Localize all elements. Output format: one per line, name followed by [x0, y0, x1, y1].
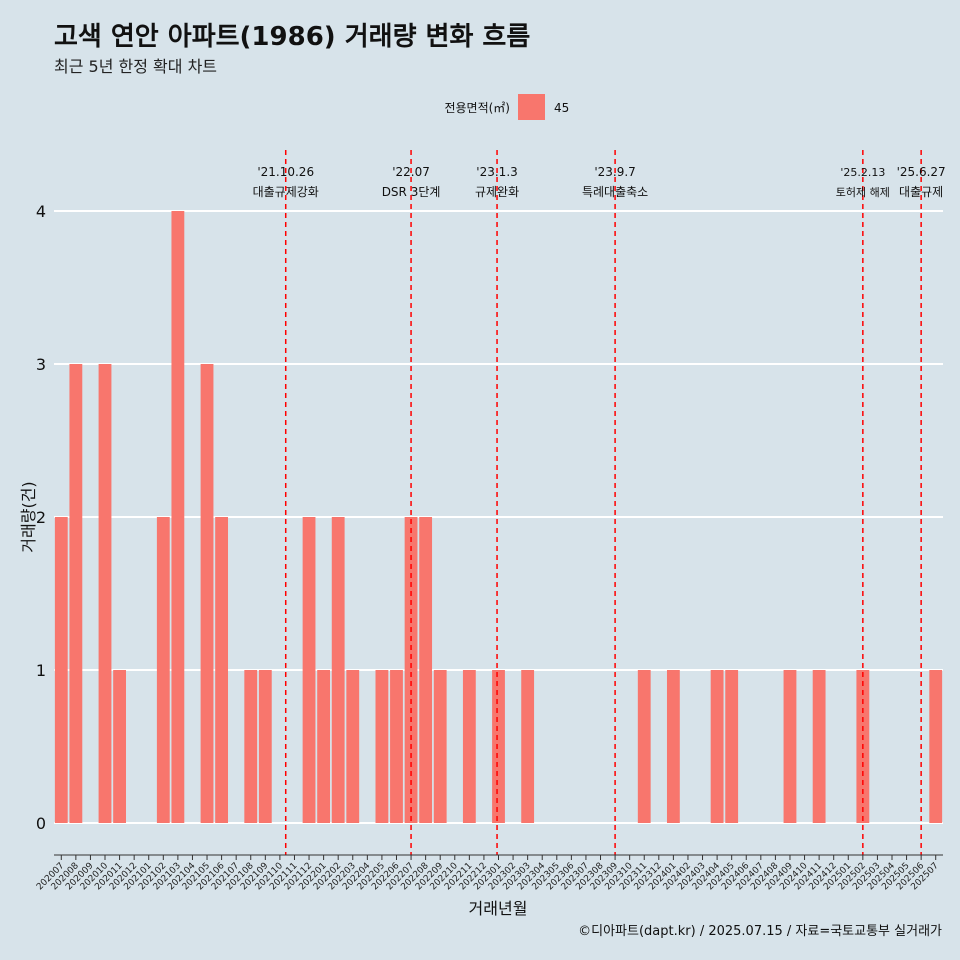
bar-202103 [171, 211, 185, 823]
bar-202301 [492, 670, 505, 823]
bar-202209 [433, 670, 447, 823]
chart-title: 고색 연안 아파트(1986) 거래량 변화 흐름 [54, 22, 531, 52]
bar-202109 [258, 670, 272, 823]
bar-202207 [404, 517, 418, 823]
bar-202311 [637, 670, 651, 823]
bar-202411 [812, 670, 826, 823]
legend-key [518, 94, 545, 120]
bars [54, 211, 943, 823]
bar-202008 [69, 364, 83, 823]
y-tick-label: 0 [36, 814, 46, 833]
event-date: '23.9.7 [594, 165, 635, 179]
event-label: 대출규제 [899, 185, 943, 199]
bar-202108 [244, 670, 258, 823]
bar-202105 [200, 364, 214, 823]
event-label: 규제완화 [475, 185, 519, 199]
bar-202201 [317, 670, 331, 823]
bar-202010 [98, 364, 112, 823]
event-label: 토허제 해제 [836, 185, 890, 199]
x-axis-title: 거래년월 [469, 899, 528, 918]
y-tick-label: 3 [36, 355, 46, 374]
bar-202507 [929, 670, 943, 823]
bar-202203 [346, 670, 360, 823]
bar-202401 [666, 670, 680, 823]
event-markers: '21.10.26 대출규제강화 '22.07 DSR 3단계 '23.1.3 규제완화 '… [253, 150, 946, 855]
bar-202102 [156, 517, 170, 823]
bar-202303 [521, 670, 535, 823]
y-axis-title: 거래량(건) [19, 481, 38, 552]
event-label: DSR 3단계 [382, 185, 441, 199]
y-tick-label: 1 [36, 661, 46, 680]
bar-202405 [725, 670, 739, 823]
y-tick-label: 4 [36, 202, 46, 221]
event-date: '25.6.27 [897, 165, 946, 179]
legend-item-label: 45 [554, 101, 569, 115]
legend: 전용면적(㎡) 45 [444, 94, 569, 120]
event-date: '25.2.13 [840, 166, 885, 179]
event-label: 대출규제강화 [253, 185, 319, 199]
y-tick-label: 2 [36, 508, 46, 527]
event-date: '21.10.26 [257, 165, 314, 179]
axes: 2020072020082020092020102020112020122021… [35, 854, 943, 892]
bar-202106 [215, 517, 229, 823]
event-date: '22.07 [392, 165, 430, 179]
bar-202205 [375, 670, 389, 823]
event-date: '23.1.3 [476, 165, 517, 179]
bar-202011 [113, 670, 126, 823]
bar-202409 [783, 670, 797, 823]
caption: ©디아파트(dapt.kr) / 2025.07.15 / 자료=국토교통부 실… [578, 924, 942, 939]
bar-202211 [462, 670, 476, 823]
bar-202206 [390, 670, 403, 823]
bar-202202 [331, 517, 345, 823]
bar-202404 [710, 670, 724, 823]
bar-202208 [419, 517, 433, 823]
event-label: 특례대출축소 [582, 185, 648, 199]
legend-title: 전용면적(㎡) [444, 101, 510, 115]
bar-202112 [302, 517, 316, 823]
chart-subtitle: 최근 5년 한정 확대 차트 [54, 57, 218, 76]
bar-202007 [54, 517, 68, 823]
